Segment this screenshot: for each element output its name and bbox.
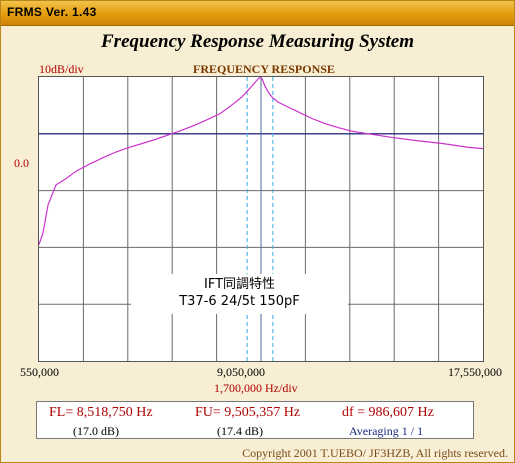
fl-value: FL= 8,518,750 Hz	[49, 405, 153, 420]
x-scale-label: 1,700,000 Hz/div	[214, 381, 298, 395]
annotation-line-2: T37-6 24/5t 150pF	[179, 294, 300, 309]
x-tick-label-center: 9,050,000	[217, 365, 265, 379]
frequency-response-plot[interactable]	[38, 76, 484, 362]
averaging-value: Averaging 1 / 1	[349, 424, 424, 438]
copyright-text: Copyright 2001 T.UEBO/ JF3HZB, All right…	[242, 446, 508, 460]
window-title: FRMS Ver. 1.43	[7, 5, 97, 19]
df-value: df = 986,607 Hz	[342, 405, 434, 420]
fl-db-value: (17.0 dB)	[73, 424, 119, 438]
response-curve	[39, 77, 483, 245]
fu-db-value: (17.4 dB)	[217, 424, 263, 438]
app-title: Frequency Response Measuring System	[101, 31, 414, 52]
measurement-panel: FL= 8,518,750 Hz (17.0 dB) FU= 9,505,357…	[36, 401, 474, 439]
title-bar[interactable]: FRMS Ver. 1.43	[1, 1, 514, 26]
x-tick-label-max: 17,550,000	[448, 365, 502, 379]
plot-title: FREQUENCY RESPONSE	[193, 62, 335, 76]
x-tick-label-min: 550,000	[20, 365, 59, 379]
fu-value: FU= 9,505,357 Hz	[195, 405, 301, 420]
reference-level-label: 0.0	[14, 156, 29, 170]
annotation-line-1: IFT同調特性	[203, 277, 276, 292]
y-scale-label: 10dB/div	[39, 62, 84, 76]
annotation-box: IFT同調特性 T37-6 24/5t 150pF	[131, 274, 348, 314]
plot-canvas	[39, 77, 483, 361]
